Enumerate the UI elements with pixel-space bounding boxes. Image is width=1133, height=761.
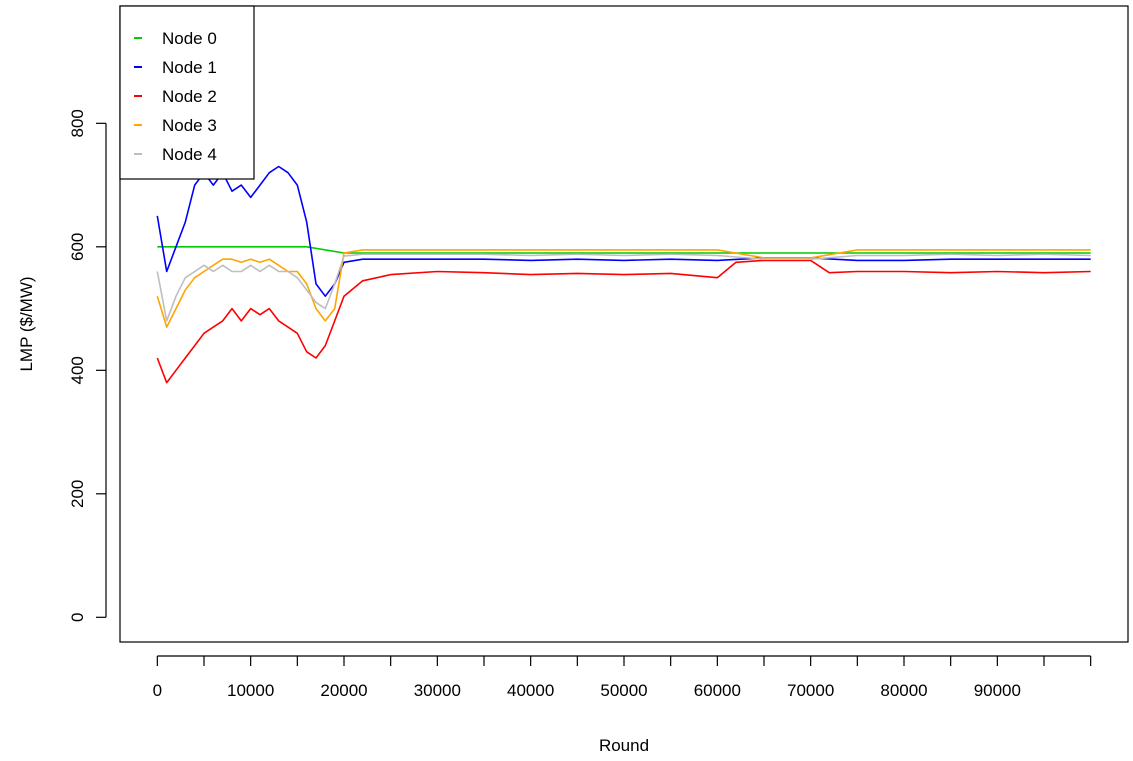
series-line-node-1 [156, 165, 1091, 298]
legend-label: Node 4 [162, 145, 217, 164]
plot-frame [119, 5, 1129, 643]
legend-items: Node 0 Node 1 Node 2 Node 3 Node 4 [134, 29, 217, 164]
series-line-node-4 [156, 253, 1091, 322]
y-tick-label: 400 [68, 356, 87, 384]
x-axis-title: Round [599, 736, 649, 755]
series-line-node-3 [156, 249, 1091, 328]
series-layer [156, 165, 1091, 384]
legend-box [119, 5, 255, 180]
x-tick-label: 80000 [880, 681, 927, 700]
x-tick-label: 40000 [507, 681, 554, 700]
x-tick-label: 0 [153, 681, 162, 700]
series-line-node-2 [156, 259, 1091, 384]
y-tick-label: 800 [68, 109, 87, 137]
legend-label: Node 1 [162, 58, 217, 77]
x-tick-label: 10000 [227, 681, 274, 700]
legend-label: Node 0 [162, 29, 217, 48]
x-tick-label: 60000 [694, 681, 741, 700]
axes-layer: 0 10000 20000 30000 40000 50000 60000 70000 8000… [68, 109, 1092, 700]
x-tick-label: 30000 [414, 681, 461, 700]
x-tick-label: 20000 [320, 681, 367, 700]
x-tick-label: 50000 [600, 681, 647, 700]
x-tick-label: 70000 [787, 681, 834, 700]
x-tick-label: 90000 [974, 681, 1021, 700]
legend-label: Node 3 [162, 116, 217, 135]
series-line-node-0 [157, 246, 1091, 254]
legend-label: Node 2 [162, 87, 217, 106]
y-tick-label: 600 [68, 233, 87, 261]
y-tick-label: 200 [68, 480, 87, 508]
y-axis-title: LMP ($/MW) [17, 276, 36, 371]
y-tick-label: 0 [68, 613, 87, 622]
legend: Node 0 Node 1 Node 2 Node 3 Node 4 [119, 5, 255, 180]
